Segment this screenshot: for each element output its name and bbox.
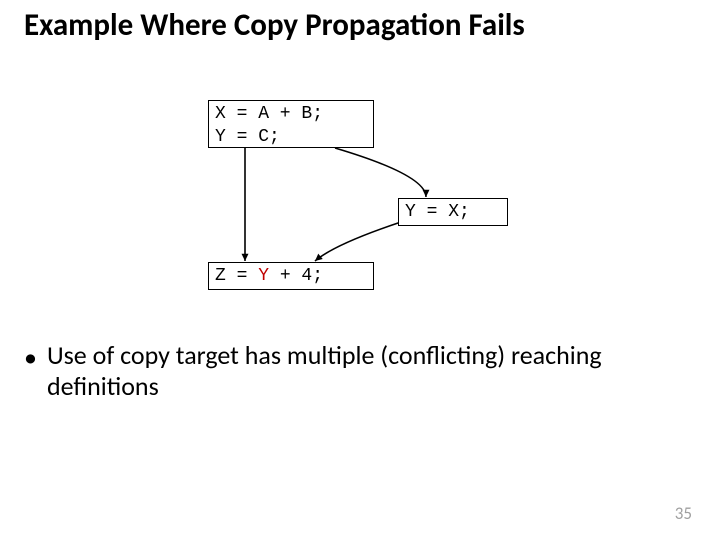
bullet-dot-icon: • — [24, 342, 37, 373]
code-block-1: X = A + B; Y = C; — [208, 100, 374, 148]
code-block-1-line1: X = A + B; — [215, 104, 323, 124]
code-block-2-text: Y = X; — [405, 202, 470, 222]
bullet-text: Use of copy target has multiple (conflic… — [47, 340, 696, 402]
bullet-item: • Use of copy target has multiple (confl… — [24, 340, 696, 402]
code-block-3-preY: Z = — [215, 266, 258, 286]
code-block-3-postY: + 4; — [269, 266, 323, 286]
page-number-text: 35 — [675, 503, 692, 524]
flow-diagram: X = A + B; Y = C; Y = X; Z = Y + 4; — [0, 0, 720, 540]
page-number: 35 — [675, 503, 692, 524]
code-block-3: Z = Y + 4; — [208, 262, 374, 290]
code-block-2: Y = X; — [398, 198, 508, 226]
code-block-3-y-token: Y — [258, 266, 269, 286]
code-block-1-line2: Y = C; — [215, 127, 280, 147]
